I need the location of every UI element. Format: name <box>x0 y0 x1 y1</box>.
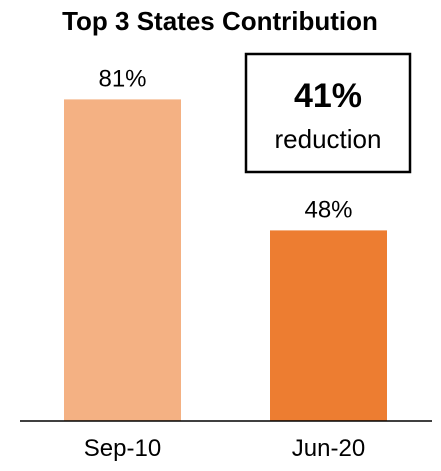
callout-value: 41% <box>294 77 362 115</box>
x-tick-label-jun-20: Jun-20 <box>292 435 365 462</box>
data-label-sep-10: 81% <box>98 65 146 92</box>
callout-box: 41% reduction <box>244 52 412 174</box>
data-label-jun-20: 48% <box>304 196 352 223</box>
callout-frame <box>244 52 412 174</box>
chart-title: Top 3 States Contribution <box>62 6 378 36</box>
callout-text: reduction <box>275 124 382 154</box>
bar-sep-10 <box>64 99 181 422</box>
data-labels: 81% 48% <box>98 65 352 223</box>
x-tick-label-sep-10: Sep-10 <box>84 435 161 462</box>
bar-jun-20 <box>270 230 387 421</box>
x-axis-ticks: Sep-10 Jun-20 <box>84 435 365 462</box>
bars <box>64 99 387 422</box>
